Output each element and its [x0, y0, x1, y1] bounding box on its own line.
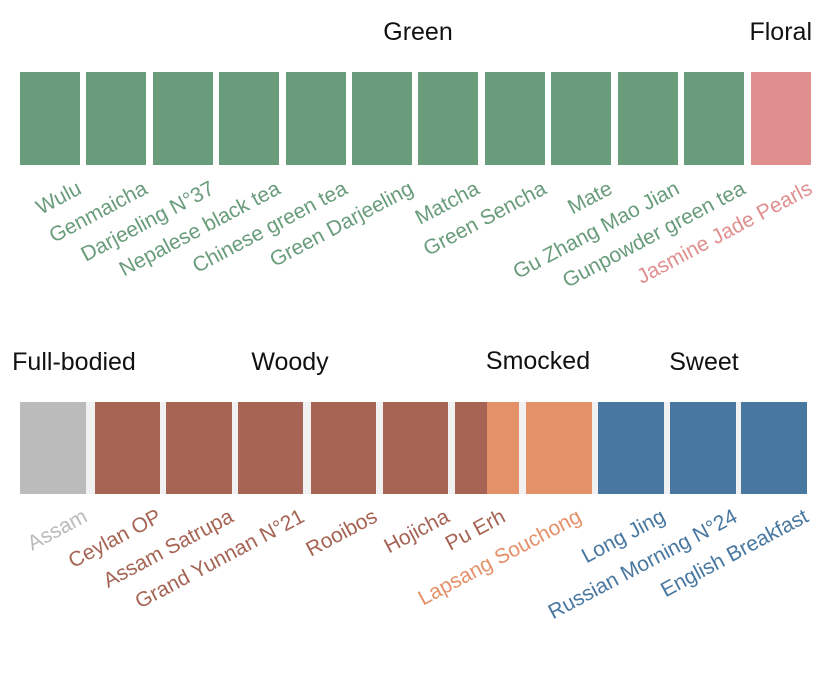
tea-box-hojicha	[383, 402, 448, 494]
tea-box-green-darjeeling	[352, 72, 412, 165]
group-title-woody: Woody	[251, 348, 329, 376]
tea-box-grand-yunnan-n21	[238, 402, 303, 494]
group-title-green: Green	[383, 18, 452, 46]
tea-box-smoked-segment	[487, 402, 519, 494]
tea-box-long-jing	[598, 402, 664, 494]
tea-box-english-breakfast	[741, 402, 807, 494]
tea-box-russian-morning-n24	[670, 402, 736, 494]
group-title-fullbodied: Full-bodied	[12, 348, 136, 376]
tea-box-lapsang-souchong	[526, 402, 592, 494]
tea-box-chinese-green-tea	[286, 72, 346, 165]
tea-box-darjeeling-n37	[153, 72, 213, 165]
tea-box-ceylan-op	[95, 402, 160, 494]
tea-box-matcha	[418, 72, 478, 165]
tea-box-gunpowder-green-tea	[684, 72, 744, 165]
tea-box-green-sencha	[485, 72, 545, 165]
tea-box-mate	[551, 72, 611, 165]
tea-box-genmaicha	[86, 72, 146, 165]
tea-box-assam	[20, 402, 86, 494]
tea-box-assam-satrupa	[166, 402, 232, 494]
group-title-floral: Floral	[749, 18, 812, 46]
tea-box-pu-erh	[455, 402, 487, 494]
group-title-smoked: Smocked	[486, 347, 590, 375]
tea-box-wulu	[20, 72, 80, 165]
tea-box-rooibos	[311, 402, 376, 494]
group-title-sweet: Sweet	[669, 348, 739, 376]
tea-box-jasmine-jade-pearls	[751, 72, 811, 165]
tea-box-gu-zhang-mao-jian	[618, 72, 678, 165]
tea-box-nepalese-black-tea	[219, 72, 279, 165]
